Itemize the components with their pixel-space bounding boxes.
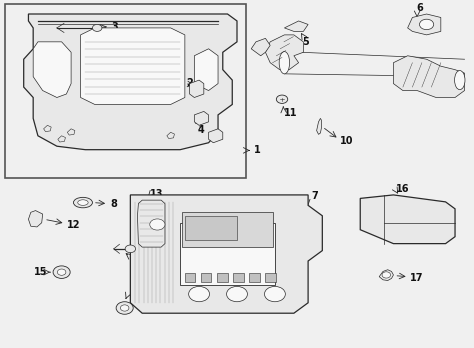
Bar <box>182 212 273 247</box>
Circle shape <box>125 245 136 253</box>
Circle shape <box>150 219 165 230</box>
Circle shape <box>189 286 210 302</box>
Polygon shape <box>58 136 65 142</box>
Polygon shape <box>33 42 71 97</box>
Text: 14: 14 <box>130 254 144 264</box>
Polygon shape <box>317 118 321 134</box>
Circle shape <box>53 266 70 278</box>
Text: 11: 11 <box>284 108 298 118</box>
Polygon shape <box>194 111 209 125</box>
Bar <box>249 273 260 282</box>
Ellipse shape <box>73 197 92 208</box>
Text: 15: 15 <box>34 267 47 277</box>
Polygon shape <box>379 270 393 280</box>
Polygon shape <box>360 195 455 244</box>
Polygon shape <box>81 28 185 104</box>
Ellipse shape <box>78 200 88 205</box>
Polygon shape <box>24 14 237 150</box>
Circle shape <box>57 269 66 275</box>
Polygon shape <box>265 35 303 70</box>
Text: 9: 9 <box>202 292 209 302</box>
Polygon shape <box>190 80 204 97</box>
Text: 2: 2 <box>186 78 193 88</box>
Text: 7: 7 <box>311 191 318 201</box>
Polygon shape <box>130 195 322 313</box>
Text: 17: 17 <box>410 273 423 283</box>
Circle shape <box>120 305 129 311</box>
Polygon shape <box>209 129 223 143</box>
Text: 4: 4 <box>198 125 204 135</box>
Bar <box>180 223 275 285</box>
Circle shape <box>92 24 102 31</box>
Polygon shape <box>393 56 465 97</box>
Bar <box>265 273 276 282</box>
Text: 8: 8 <box>110 199 117 209</box>
Polygon shape <box>67 129 75 135</box>
Polygon shape <box>167 132 174 139</box>
Polygon shape <box>44 125 51 132</box>
Polygon shape <box>194 49 218 90</box>
Circle shape <box>227 286 247 302</box>
Bar <box>5 3 246 177</box>
Bar <box>185 216 237 240</box>
Circle shape <box>264 286 285 302</box>
Text: 1: 1 <box>254 145 260 156</box>
Bar <box>201 273 211 282</box>
Text: 3: 3 <box>111 22 118 32</box>
Text: 13: 13 <box>150 189 164 198</box>
Bar <box>185 273 195 282</box>
Polygon shape <box>28 211 43 227</box>
Text: 16: 16 <box>396 184 410 194</box>
Circle shape <box>382 272 391 278</box>
Ellipse shape <box>279 52 290 74</box>
Polygon shape <box>284 21 308 31</box>
Polygon shape <box>251 38 270 56</box>
Text: 5: 5 <box>302 37 309 47</box>
Ellipse shape <box>455 71 465 90</box>
Polygon shape <box>137 200 165 247</box>
Bar <box>217 273 228 282</box>
Text: 6: 6 <box>416 3 423 13</box>
Text: 12: 12 <box>67 220 81 230</box>
Polygon shape <box>408 14 441 35</box>
Circle shape <box>116 302 133 314</box>
Circle shape <box>419 19 434 30</box>
Bar <box>233 273 244 282</box>
Text: 10: 10 <box>340 136 353 146</box>
Circle shape <box>276 95 288 103</box>
